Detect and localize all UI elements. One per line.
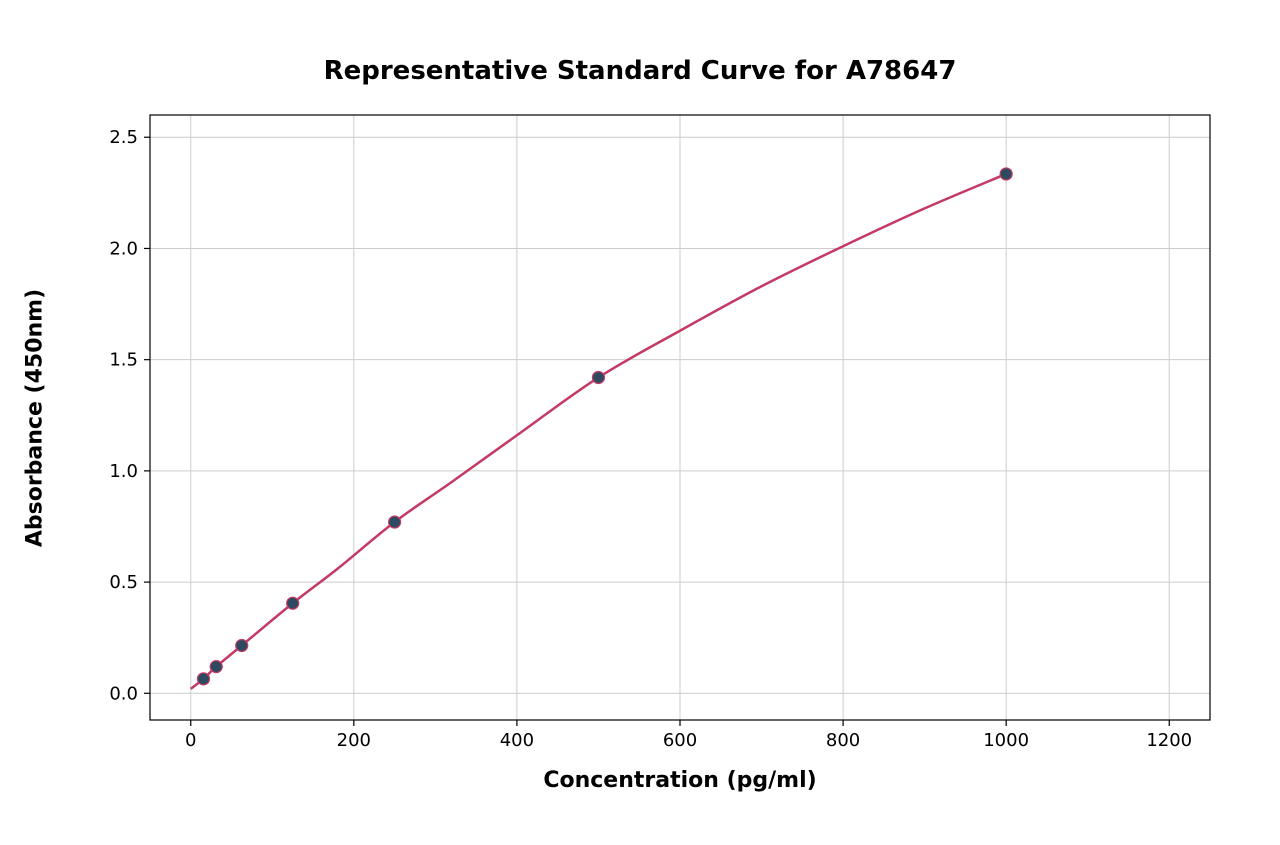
- data-point: [1000, 168, 1012, 180]
- chart-title: Representative Standard Curve for A78647: [0, 56, 1280, 86]
- data-point: [210, 661, 222, 673]
- y-tick-label: 2.5: [109, 127, 138, 148]
- x-axis-label: Concentration (pg/ml): [150, 768, 1210, 793]
- data-point: [197, 673, 209, 685]
- data-point: [236, 639, 248, 651]
- y-tick-label: 1.5: [109, 350, 138, 371]
- data-point: [389, 516, 401, 528]
- y-axis-label: Absorbance (450nm): [23, 288, 48, 546]
- x-tick-label: 1000: [983, 730, 1029, 751]
- y-tick-label: 1.0: [109, 461, 138, 482]
- data-point: [592, 371, 604, 383]
- x-tick-label: 1200: [1146, 730, 1192, 751]
- y-tick-label: 0.5: [109, 572, 138, 593]
- x-tick-label: 600: [663, 730, 697, 751]
- plot-area: 0200400600800100012000.00.51.01.52.02.5: [150, 115, 1210, 720]
- figure: Representative Standard Curve for A78647…: [0, 0, 1280, 845]
- y-tick-label: 2.0: [109, 238, 138, 259]
- data-point: [287, 597, 299, 609]
- x-tick-label: 800: [826, 730, 860, 751]
- x-tick-label: 200: [337, 730, 371, 751]
- x-tick-label: 0: [185, 730, 196, 751]
- curve-line: [191, 174, 1006, 689]
- x-tick-label: 400: [500, 730, 534, 751]
- y-tick-label: 0.0: [109, 683, 138, 704]
